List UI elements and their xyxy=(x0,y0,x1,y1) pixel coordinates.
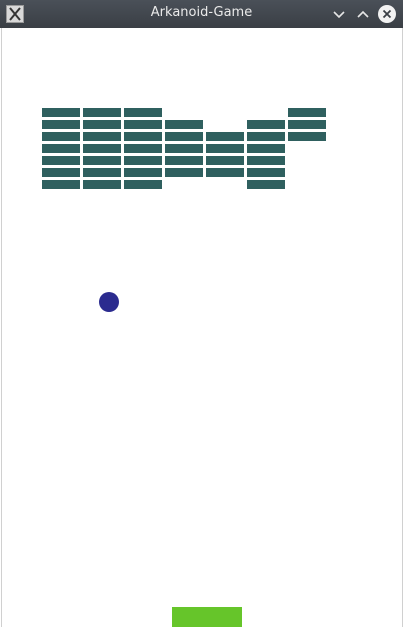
chevron-up-icon xyxy=(357,10,369,18)
ball xyxy=(99,292,119,312)
brick xyxy=(246,155,286,166)
brick xyxy=(123,107,163,118)
brick xyxy=(82,107,122,118)
brick xyxy=(123,167,163,178)
brick xyxy=(123,179,163,190)
chevron-down-icon xyxy=(333,11,345,19)
brick xyxy=(41,179,81,190)
brick xyxy=(164,143,204,154)
brick xyxy=(164,131,204,142)
paddle[interactable] xyxy=(172,607,242,627)
brick xyxy=(41,143,81,154)
brick xyxy=(246,143,286,154)
brick xyxy=(205,155,245,166)
maximize-button[interactable] xyxy=(353,4,373,24)
brick xyxy=(246,131,286,142)
close-button[interactable] xyxy=(377,4,397,24)
brick xyxy=(41,107,81,118)
brick xyxy=(41,155,81,166)
brick xyxy=(41,167,81,178)
brick xyxy=(82,179,122,190)
close-icon xyxy=(378,5,396,23)
brick xyxy=(164,119,204,130)
brick xyxy=(205,131,245,142)
brick xyxy=(164,167,204,178)
brick xyxy=(205,143,245,154)
brick xyxy=(246,179,286,190)
brick xyxy=(205,167,245,178)
brick xyxy=(123,143,163,154)
brick xyxy=(41,119,81,130)
brick xyxy=(287,131,327,142)
brick xyxy=(123,119,163,130)
brick xyxy=(82,131,122,142)
x11-app-icon xyxy=(6,5,24,23)
brick xyxy=(82,143,122,154)
brick xyxy=(246,167,286,178)
brick xyxy=(82,155,122,166)
brick xyxy=(287,107,327,118)
brick xyxy=(123,155,163,166)
brick xyxy=(164,155,204,166)
brick xyxy=(123,131,163,142)
title-bar[interactable]: Arkanoid-Game xyxy=(0,0,403,28)
brick xyxy=(246,119,286,130)
brick xyxy=(41,131,81,142)
game-area[interactable] xyxy=(1,28,403,627)
brick xyxy=(287,119,327,130)
brick xyxy=(82,167,122,178)
window-title: Arkanoid-Game xyxy=(150,5,253,20)
brick xyxy=(82,119,122,130)
minimize-button[interactable] xyxy=(329,4,349,24)
